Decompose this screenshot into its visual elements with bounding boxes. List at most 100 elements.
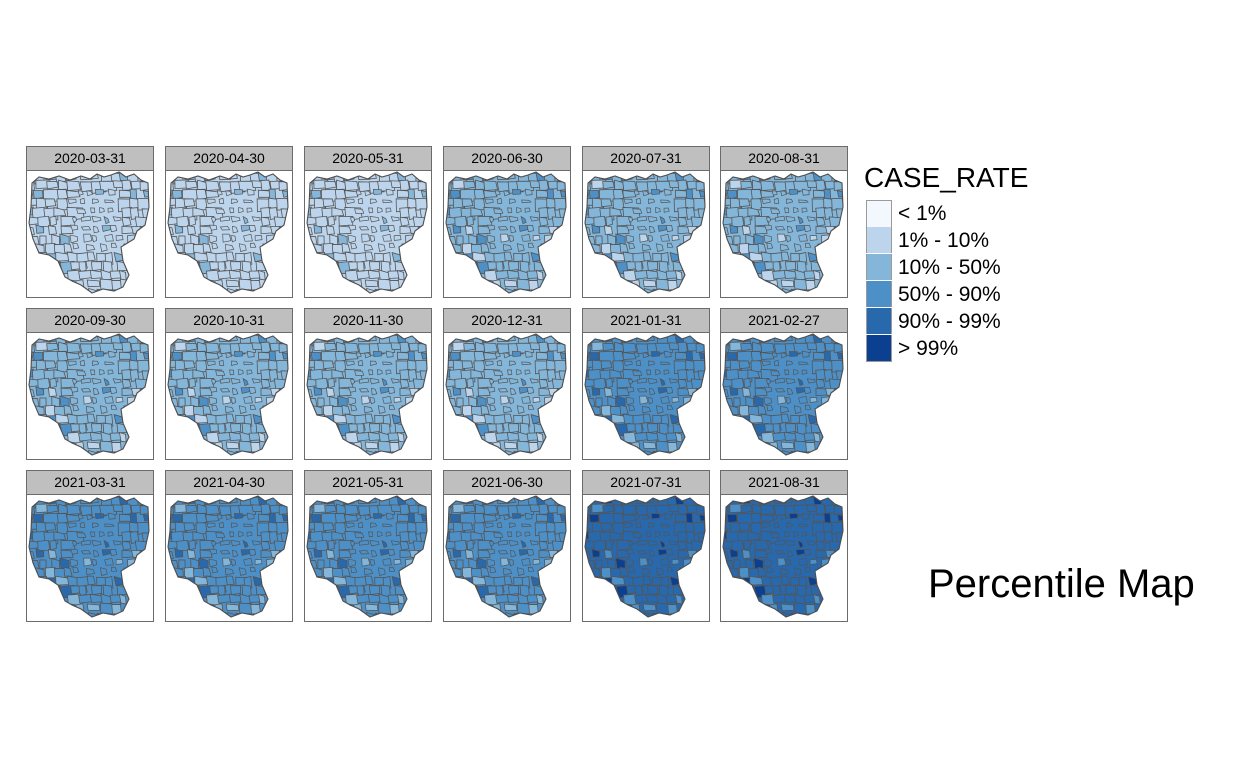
district xyxy=(151,387,153,398)
district xyxy=(687,405,701,416)
district xyxy=(489,378,494,385)
district xyxy=(188,423,200,435)
map-frame xyxy=(165,332,293,460)
district xyxy=(636,539,648,546)
district xyxy=(825,279,834,291)
district xyxy=(554,198,566,211)
district xyxy=(797,377,804,387)
district xyxy=(415,287,427,293)
district xyxy=(700,584,705,596)
district xyxy=(623,360,633,366)
region-outline xyxy=(306,171,428,294)
district xyxy=(78,423,87,435)
district xyxy=(216,352,223,358)
district xyxy=(773,288,783,293)
district xyxy=(109,387,118,395)
district xyxy=(589,269,601,280)
district xyxy=(585,414,594,427)
district xyxy=(211,540,216,547)
district xyxy=(148,576,149,584)
district xyxy=(347,396,357,406)
district xyxy=(681,414,690,426)
district xyxy=(593,377,607,389)
district xyxy=(526,387,535,395)
district xyxy=(649,387,656,396)
district xyxy=(385,188,394,196)
district xyxy=(254,235,263,241)
district xyxy=(532,235,541,241)
district xyxy=(622,189,637,198)
district xyxy=(168,593,176,606)
district xyxy=(616,387,630,397)
district xyxy=(83,233,93,243)
district xyxy=(585,593,593,606)
district xyxy=(171,514,183,524)
district xyxy=(764,548,773,555)
district xyxy=(33,269,45,280)
district xyxy=(415,449,427,455)
district xyxy=(104,233,114,242)
district xyxy=(363,243,374,252)
district xyxy=(459,594,474,608)
district xyxy=(696,603,705,617)
district xyxy=(585,496,594,505)
district xyxy=(56,189,69,201)
district xyxy=(168,287,178,293)
district xyxy=(307,576,316,589)
district xyxy=(842,252,843,260)
district xyxy=(636,226,648,231)
legend-item: > 99% xyxy=(864,335,1104,362)
district xyxy=(90,369,96,376)
district xyxy=(773,197,780,204)
district xyxy=(516,243,525,252)
district xyxy=(251,216,261,222)
district xyxy=(399,540,410,551)
district xyxy=(273,262,283,273)
district xyxy=(690,262,700,273)
district xyxy=(185,603,203,614)
district xyxy=(76,208,87,214)
district xyxy=(675,602,685,617)
district xyxy=(364,352,372,359)
district xyxy=(794,431,806,443)
district xyxy=(701,270,705,284)
district xyxy=(527,242,535,248)
district xyxy=(283,584,288,596)
district xyxy=(114,613,127,617)
district xyxy=(248,549,257,557)
district xyxy=(251,378,261,384)
district xyxy=(454,377,468,389)
district xyxy=(393,397,402,403)
district xyxy=(290,612,292,620)
district xyxy=(591,224,601,234)
district xyxy=(568,225,570,236)
district xyxy=(197,451,214,455)
district xyxy=(135,234,149,243)
district xyxy=(107,369,114,375)
district xyxy=(567,342,570,352)
district xyxy=(91,539,102,547)
district xyxy=(741,611,751,617)
district xyxy=(174,224,184,234)
district xyxy=(806,378,816,384)
district xyxy=(229,423,242,434)
district xyxy=(804,566,812,572)
district xyxy=(825,603,834,615)
district xyxy=(260,503,272,515)
district xyxy=(660,523,671,528)
district xyxy=(195,351,208,363)
district xyxy=(369,215,380,223)
district xyxy=(483,180,499,191)
district xyxy=(588,190,600,200)
district xyxy=(274,396,288,405)
district xyxy=(828,424,838,435)
district xyxy=(233,351,243,358)
district xyxy=(79,612,89,617)
district xyxy=(86,190,94,197)
district xyxy=(151,450,153,458)
district xyxy=(470,207,484,217)
district xyxy=(186,611,196,617)
district xyxy=(793,504,812,516)
district xyxy=(757,242,767,253)
district xyxy=(178,559,186,570)
